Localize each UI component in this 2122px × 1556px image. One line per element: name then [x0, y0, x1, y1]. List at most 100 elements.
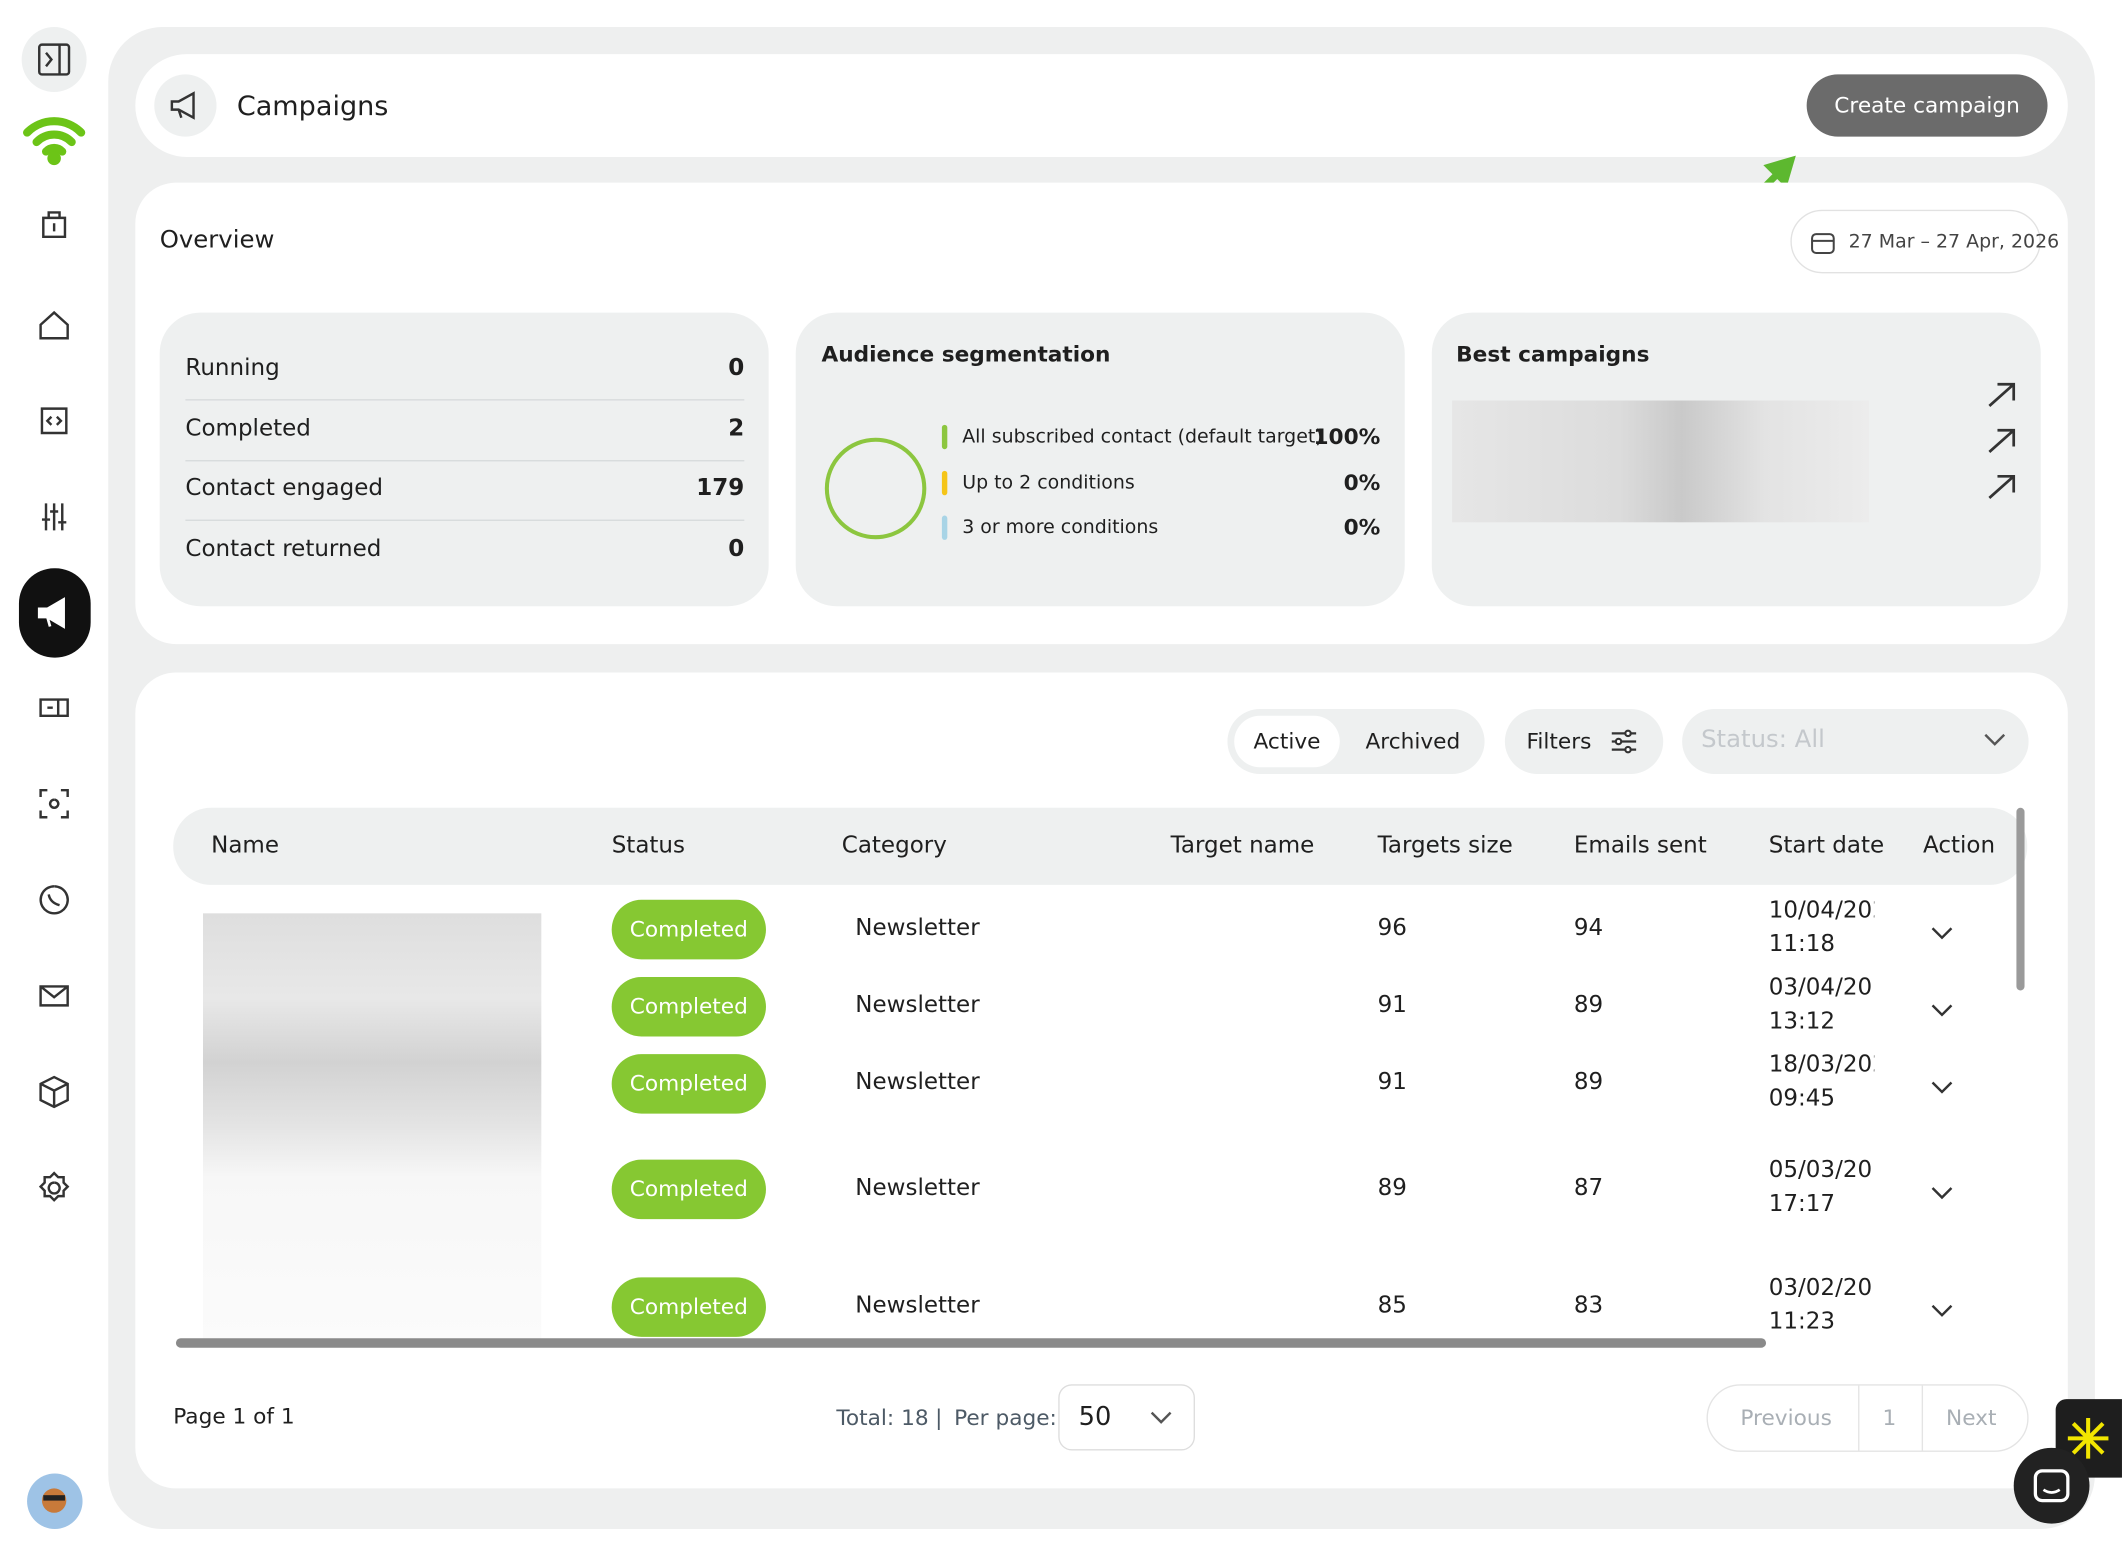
- overview-title: Overview: [159, 225, 275, 255]
- emails-sent: 87: [1573, 1174, 1604, 1202]
- pager: Previous 1 Next: [1706, 1384, 2029, 1452]
- stat-value: 2: [728, 414, 745, 442]
- start-time: 17:17: [1768, 1190, 1836, 1218]
- filters-button[interactable]: Filters: [1504, 709, 1664, 774]
- row-expand[interactable]: [1931, 920, 1953, 946]
- nav-icon[interactable]: [35, 785, 73, 823]
- overview-card: Overview 27 Mar – 27 Apr, 2026 Running 0 C…: [135, 182, 2068, 645]
- avatar[interactable]: [27, 1473, 83, 1530]
- date-range-picker[interactable]: 27 Mar – 27 Apr, 2026: [1790, 209, 2059, 274]
- best-campaigns-card: Best campaigns: [1431, 312, 2041, 607]
- category: Newsletter: [855, 991, 980, 1019]
- emails-sent: 94: [1573, 914, 1604, 942]
- targets-size: 85: [1377, 1292, 1407, 1320]
- stat-label: Contact returned: [185, 535, 382, 563]
- row-expand[interactable]: [1931, 1180, 1953, 1206]
- nav-icon[interactable]: [35, 306, 73, 344]
- start-time: 13:12: [1768, 1008, 1836, 1036]
- row-expand[interactable]: [1931, 1298, 1953, 1324]
- targets-size: 89: [1377, 1174, 1407, 1202]
- legend-swatch: [941, 515, 948, 540]
- status-badge: Completed: [611, 899, 766, 960]
- row-expand[interactable]: [1931, 1074, 1953, 1100]
- status-select[interactable]: Status: All: [1682, 709, 2029, 774]
- start-time: 09:45: [1768, 1085, 1836, 1113]
- nav-icon[interactable]: [35, 1073, 73, 1111]
- category: Newsletter: [855, 1174, 980, 1202]
- tab-active[interactable]: Active: [1234, 715, 1340, 768]
- status-badge: Completed: [611, 976, 766, 1037]
- column-header: Target name: [1170, 832, 1315, 860]
- targets-size: 96: [1377, 914, 1407, 942]
- start-date: 05/03/20:: [1768, 1156, 1875, 1184]
- status-select-label: Status: All: [1701, 725, 1825, 754]
- separator: |: [935, 1404, 943, 1431]
- next-button[interactable]: Next: [1946, 1404, 1997, 1431]
- emails-sent: 89: [1573, 991, 1604, 1019]
- create-campaign-button[interactable]: Create campaign: [1806, 74, 2048, 137]
- column-header: Emails sent: [1573, 832, 1707, 860]
- blurred-names: [202, 913, 542, 1340]
- emails-sent: 89: [1573, 1068, 1604, 1097]
- v-scrollbar: [2016, 807, 2025, 991]
- previous-button[interactable]: Previous: [1740, 1404, 1832, 1431]
- start-time: 11:23: [1768, 1308, 1836, 1336]
- open-links[interactable]: [1984, 380, 2025, 509]
- blurred-content: [1452, 400, 1869, 523]
- widget-badge[interactable]: [2055, 1399, 2122, 1478]
- current-page[interactable]: 1: [1882, 1404, 1897, 1431]
- nav-icon[interactable]: [35, 977, 73, 1015]
- category: Newsletter: [855, 1292, 980, 1320]
- table-card: Active Archived Filters Status: All Name…: [135, 672, 2068, 1489]
- column-header: Category: [841, 832, 947, 860]
- stat-value: 0: [728, 535, 745, 563]
- logo: [23, 117, 86, 166]
- nav-icon[interactable]: [35, 1169, 73, 1207]
- nav-icon[interactable]: [35, 689, 73, 727]
- column-header: Name: [211, 832, 279, 860]
- stat-value: 179: [696, 474, 745, 503]
- targets-size: 91: [1377, 991, 1407, 1019]
- row-expand[interactable]: [1931, 997, 1953, 1023]
- segment-label: Up to 2 conditions: [962, 471, 1135, 494]
- segment-label: All subscribed contact (default target): [962, 426, 1323, 448]
- page-info: Page 1 of 1: [173, 1403, 295, 1429]
- stats-card: Running 0 Completed 2 Contact engaged 179 Cont…: [159, 312, 769, 607]
- nav-icon[interactable]: [35, 498, 73, 536]
- page-title: Campaigns: [236, 89, 389, 122]
- targets-size: 91: [1377, 1068, 1407, 1097]
- column-header: Status: [611, 832, 686, 860]
- h-scrollbar: [175, 1338, 1767, 1348]
- header-icon: [154, 74, 217, 137]
- status-badge: Completed: [611, 1277, 766, 1337]
- per-page-label: Per page:: [954, 1404, 1057, 1431]
- status-badge: Completed: [611, 1159, 766, 1220]
- chat-button[interactable]: [2013, 1447, 2090, 1524]
- start-date: 18/03/202: [1768, 1051, 1875, 1079]
- stat-value: 0: [728, 354, 745, 382]
- nav-campaigns-active[interactable]: [18, 568, 91, 658]
- start-date: 03/04/20:: [1768, 974, 1875, 1002]
- date-range: 27 Mar – 27 Apr, 2026: [1848, 231, 2060, 254]
- tab-group: Active Archived: [1227, 709, 1485, 774]
- nav-icon[interactable]: [35, 402, 73, 440]
- start-date: 10/04/202: [1768, 897, 1875, 925]
- tab-archived[interactable]: Archived: [1365, 727, 1461, 754]
- segment-value: 0%: [1343, 514, 1381, 540]
- column-header: Targets size: [1377, 832, 1513, 860]
- segmentation-title: Audience segmentation: [821, 340, 1111, 367]
- per-page-select[interactable]: 50: [1058, 1384, 1195, 1451]
- per-page-value: 50: [1078, 1401, 1112, 1432]
- stat-label: Contact engaged: [185, 474, 384, 503]
- segment-value: 0%: [1343, 468, 1381, 495]
- sidebar-toggle[interactable]: [21, 27, 87, 93]
- start-time: 11:18: [1768, 930, 1836, 958]
- emails-sent: 83: [1573, 1292, 1604, 1320]
- header-bar: Campaigns Create campaign: [135, 54, 2068, 157]
- segmentation-card: Audience segmentation All subscribed con…: [795, 312, 1405, 607]
- nav-icon[interactable]: [35, 881, 73, 919]
- nav-icon[interactable]: [35, 204, 73, 242]
- legend-swatch: [941, 470, 948, 495]
